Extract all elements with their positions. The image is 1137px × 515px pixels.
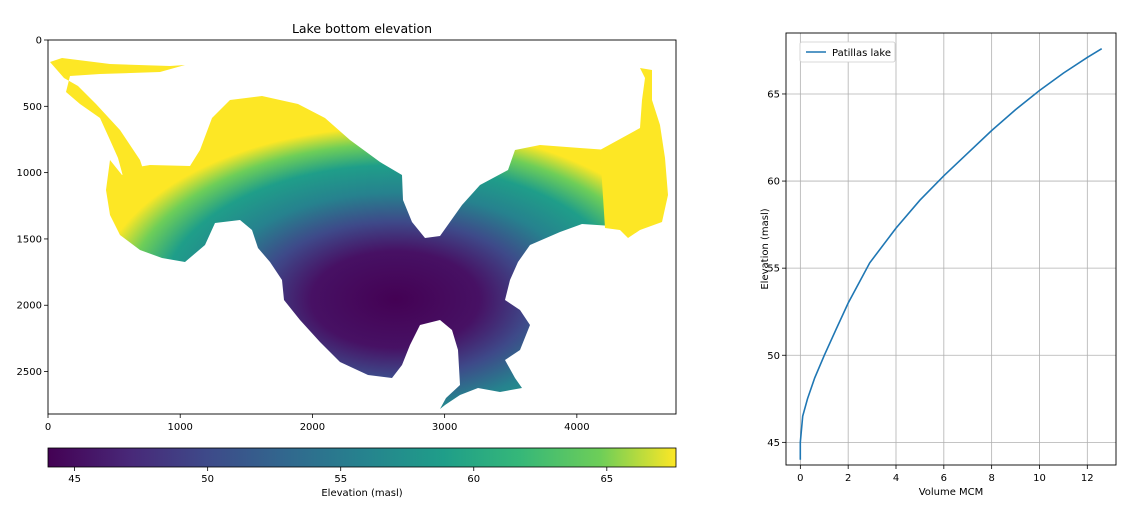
heatmap-x-tick-label: 3000 — [432, 422, 457, 433]
y-tick-label: 45 — [767, 438, 780, 449]
colorbar-tick-label: 45 — [68, 474, 81, 485]
series-line-patillas-lake — [799, 48, 1103, 460]
y-axis-label: Elevation (masl) — [760, 208, 771, 289]
line-chart-panel: 0 2 4 6 8 10 12 45 50 55 60 65 Volume MCM Elevatio… — [760, 32, 1117, 498]
colorbar-tick-label: 65 — [600, 474, 613, 485]
legend: Patillas lake — [799, 41, 896, 63]
lake-east-arm — [600, 68, 668, 238]
y-tick-label: 55 — [767, 264, 780, 275]
x-tick-label: 0 — [797, 473, 803, 484]
lake-west-arm — [50, 58, 185, 228]
x-tick-label: 6 — [941, 473, 947, 484]
heatmap-x-tick-label: 2000 — [300, 422, 325, 433]
heatmap-frame — [47, 39, 677, 415]
colorbar-ticks: 45 50 55 60 65 — [68, 467, 613, 485]
line-chart-frame — [785, 32, 1117, 466]
legend-box — [799, 41, 896, 63]
y-tick-label: 50 — [767, 351, 780, 362]
legend-label: Patillas lake — [832, 48, 891, 59]
y-tick-label: 60 — [767, 177, 780, 188]
colorbar — [47, 447, 677, 468]
line-chart-grid — [786, 33, 1116, 465]
lake-central-body — [106, 96, 652, 409]
colorbar-tick-label: 55 — [334, 474, 347, 485]
x-tick-label: 4 — [893, 473, 899, 484]
heatmap-x-tick-label: 0 — [45, 422, 51, 433]
x-axis-label: Volume MCM — [919, 487, 984, 498]
heatmap-y-tick-label: 1000 — [17, 168, 42, 179]
y-tick-label: 65 — [767, 89, 780, 100]
heatmap-y-tick-label: 500 — [23, 102, 42, 113]
heatmap-x-tick-label: 4000 — [564, 422, 589, 433]
heatmap-y-tick-label: 2500 — [17, 367, 42, 378]
colorbar-tick-label: 50 — [201, 474, 214, 485]
heatmap-y-axis: 0 500 1000 1500 2000 2500 — [17, 36, 48, 378]
heatmap-x-tick-label: 1000 — [167, 422, 192, 433]
x-tick-label: 8 — [988, 473, 994, 484]
heatmap-panel: Lake bottom elevation 0 1000 2000 3000 4000 … — [17, 21, 677, 499]
heatmap-y-tick-label: 0 — [36, 36, 42, 47]
colorbar-label: Elevation (masl) — [321, 488, 402, 499]
colorbar-tick-label: 60 — [467, 474, 480, 485]
heatmap-y-tick-label: 2000 — [17, 301, 42, 312]
heatmap-y-tick-label: 1500 — [17, 234, 42, 245]
x-tick-label: 10 — [1033, 473, 1046, 484]
x-tick-label: 12 — [1081, 473, 1094, 484]
x-tick-label: 2 — [845, 473, 851, 484]
line-chart-y-axis: 45 50 55 60 65 — [767, 89, 786, 449]
heatmap-x-axis: 0 1000 2000 3000 4000 — [45, 414, 590, 433]
heatmap-title: Lake bottom elevation — [292, 21, 432, 36]
lake-image — [50, 58, 668, 409]
line-chart-x-axis: 0 2 4 6 8 10 12 — [797, 465, 1094, 484]
